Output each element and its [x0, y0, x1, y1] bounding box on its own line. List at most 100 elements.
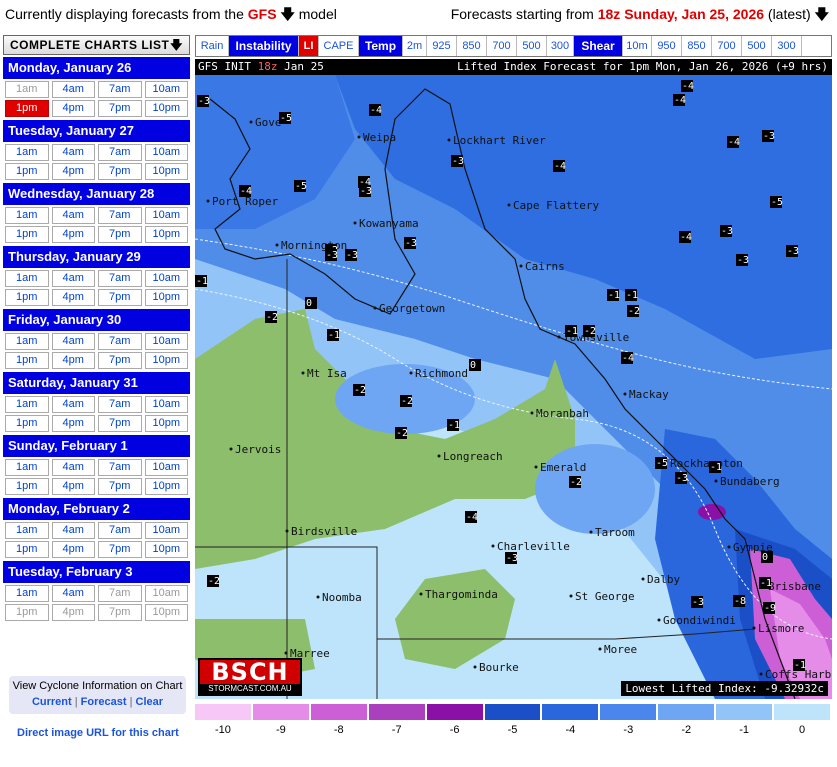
- time-button[interactable]: 7am: [98, 270, 142, 287]
- time-button[interactable]: 7am: [98, 144, 142, 161]
- time-button[interactable]: 10pm: [144, 478, 188, 495]
- tab-850[interactable]: 850: [457, 36, 487, 56]
- cyclone-forecast-link[interactable]: Forecast: [80, 696, 127, 708]
- tab-300[interactable]: 300: [547, 36, 574, 56]
- time-button[interactable]: 10pm: [144, 163, 188, 180]
- time-button[interactable]: 10pm: [144, 415, 188, 432]
- city-dot: [752, 626, 756, 630]
- time-row: 1am 4am 7am 10am: [3, 457, 190, 476]
- time-button[interactable]: 1am: [5, 207, 49, 224]
- time-button[interactable]: 7pm: [98, 226, 142, 243]
- time-button[interactable]: 7pm: [98, 352, 142, 369]
- time-button[interactable]: 1pm: [5, 415, 49, 432]
- time-button[interactable]: 1am: [5, 270, 49, 287]
- city-label: Birdsville: [291, 525, 357, 538]
- time-button[interactable]: 4am: [51, 333, 95, 350]
- time-button[interactable]: 1am: [5, 333, 49, 350]
- model-name[interactable]: GFS: [247, 6, 277, 22]
- time-button[interactable]: 10am: [144, 81, 188, 98]
- tab-2m[interactable]: 2m: [403, 36, 427, 56]
- tab-925[interactable]: 925: [427, 36, 457, 56]
- direct-image-url-link[interactable]: Direct image URL for this chart: [17, 727, 179, 739]
- time-button[interactable]: 4pm: [51, 226, 95, 243]
- tab-700[interactable]: 700: [487, 36, 517, 56]
- time-button[interactable]: 10pm: [144, 226, 188, 243]
- li-value: -2: [266, 312, 278, 323]
- time-button[interactable]: 1am: [5, 459, 49, 476]
- time-button[interactable]: 7pm: [98, 415, 142, 432]
- time-button[interactable]: 4am: [51, 522, 95, 539]
- down-arrow-icon[interactable]: 🡇: [280, 6, 295, 22]
- time-button[interactable]: 10am: [144, 207, 188, 224]
- time-button[interactable]: 4pm: [51, 541, 95, 558]
- tab-500[interactable]: 500: [742, 36, 772, 56]
- down-arrow-icon[interactable]: 🡇: [814, 6, 829, 22]
- tab-700[interactable]: 700: [712, 36, 742, 56]
- time-button[interactable]: 1pm: [5, 163, 49, 180]
- map-canvas: Gove Weipa Lockhart River Port Roper Cape Fl…: [195, 59, 832, 699]
- time-button[interactable]: 7am: [98, 396, 142, 413]
- cyclone-clear-link[interactable]: Clear: [135, 696, 164, 708]
- time-button[interactable]: 10am: [144, 522, 188, 539]
- tab-cape[interactable]: CAPE: [319, 36, 359, 56]
- time-button[interactable]: 4am: [51, 396, 95, 413]
- time-button[interactable]: 7pm: [98, 289, 142, 306]
- time-button[interactable]: 1pm: [5, 226, 49, 243]
- time-button[interactable]: 7am: [98, 333, 142, 350]
- time-button[interactable]: 4am: [51, 585, 95, 602]
- time-button[interactable]: 4am: [51, 144, 95, 161]
- time-button[interactable]: 1pm: [5, 352, 49, 369]
- time-button[interactable]: 4pm: [51, 352, 95, 369]
- time-button[interactable]: 1am: [5, 585, 49, 602]
- time-button[interactable]: 1am: [5, 144, 49, 161]
- time-button[interactable]: 7pm: [98, 478, 142, 495]
- time-button[interactable]: 10pm: [144, 352, 188, 369]
- tab-10m[interactable]: 10m: [623, 36, 652, 56]
- tab-li[interactable]: LI: [299, 36, 319, 56]
- time-button[interactable]: 4am: [51, 459, 95, 476]
- time-button[interactable]: 10am: [144, 270, 188, 287]
- time-button[interactable]: 7pm: [98, 163, 142, 180]
- li-value: -3: [405, 238, 417, 249]
- tab-850[interactable]: 850: [682, 36, 712, 56]
- time-button[interactable]: 7pm: [98, 541, 142, 558]
- time-button[interactable]: 7pm: [98, 100, 142, 117]
- time-button[interactable]: 10am: [144, 333, 188, 350]
- time-button[interactable]: 7am: [98, 81, 142, 98]
- time-button[interactable]: 1pm: [5, 478, 49, 495]
- time-button[interactable]: 4pm: [51, 478, 95, 495]
- tab-300[interactable]: 300: [772, 36, 802, 56]
- time-button[interactable]: 10am: [144, 459, 188, 476]
- time-button[interactable]: 7am: [98, 207, 142, 224]
- time-button[interactable]: 7am: [98, 459, 142, 476]
- time-button[interactable]: 10pm: [144, 289, 188, 306]
- time-button[interactable]: 4pm: [51, 415, 95, 432]
- li-value-box: [569, 476, 581, 488]
- time-button[interactable]: 4pm: [51, 289, 95, 306]
- time-button[interactable]: 10am: [144, 144, 188, 161]
- city-label: Moree: [604, 643, 637, 656]
- time-button[interactable]: 10am: [144, 396, 188, 413]
- time-button[interactable]: 4pm: [51, 100, 95, 117]
- time-button[interactable]: 4am: [51, 270, 95, 287]
- cyclone-current-link[interactable]: Current: [31, 696, 72, 708]
- tab-500[interactable]: 500: [517, 36, 547, 56]
- time-button[interactable]: 1am: [5, 522, 49, 539]
- time-button[interactable]: 1pm: [5, 289, 49, 306]
- legend-label: 0: [798, 724, 806, 736]
- complete-charts-list-button[interactable]: COMPLETE CHARTS LIST 🡇: [3, 35, 190, 55]
- time-button[interactable]: 10pm: [144, 541, 188, 558]
- time-button[interactable]: 1am: [5, 396, 49, 413]
- time-button[interactable]: 7am: [98, 522, 142, 539]
- time-button[interactable]: 4pm: [51, 163, 95, 180]
- city-label: Charleville: [497, 540, 570, 553]
- tab-950[interactable]: 950: [652, 36, 682, 56]
- time-button[interactable]: 1pm: [5, 100, 49, 117]
- run-date[interactable]: 18z Sunday, Jan 25, 2026: [597, 6, 765, 22]
- time-button[interactable]: 4am: [51, 81, 95, 98]
- tab-rain[interactable]: Rain: [196, 36, 229, 56]
- city-dot: [759, 672, 763, 676]
- time-button[interactable]: 1pm: [5, 541, 49, 558]
- time-button[interactable]: 10pm: [144, 100, 188, 117]
- time-button[interactable]: 4am: [51, 207, 95, 224]
